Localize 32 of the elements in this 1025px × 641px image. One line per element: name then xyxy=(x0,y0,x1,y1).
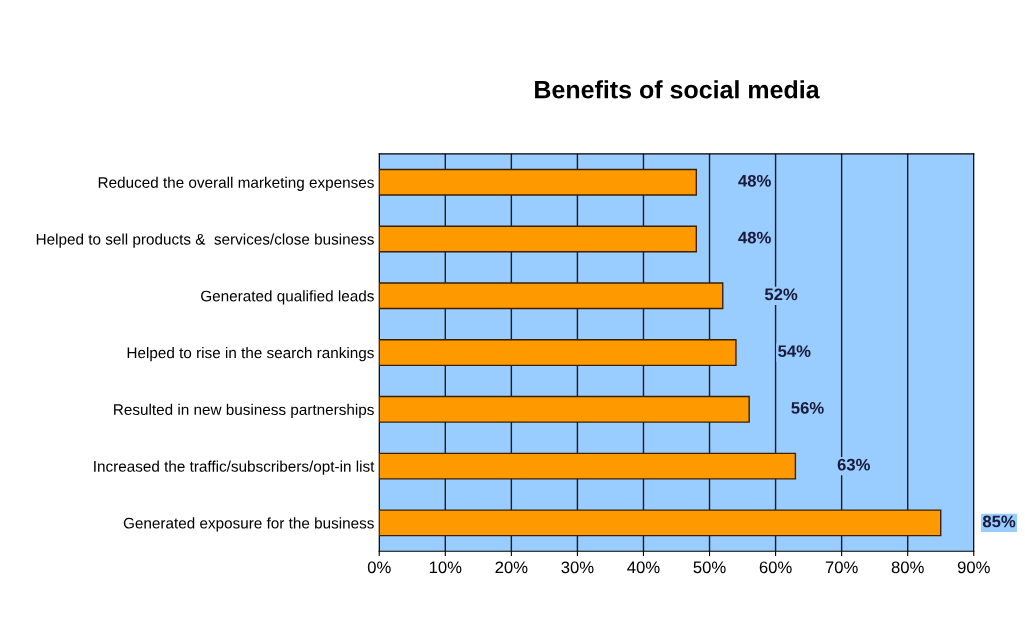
y-tick-label: Increased the traffic/subscribers/opt-in list xyxy=(94,460,375,475)
bar xyxy=(379,225,698,253)
x-tick-label: 90% xyxy=(957,561,990,574)
data-label: 56% xyxy=(791,402,824,414)
bar xyxy=(379,168,698,196)
bar xyxy=(379,339,737,367)
x-tick-label: 20% xyxy=(495,561,528,574)
x-tick-label: 80% xyxy=(891,561,924,574)
x-tick-label: 70% xyxy=(825,561,858,574)
bar xyxy=(379,452,797,480)
data-label: 48% xyxy=(738,174,771,187)
y-tick-label: Helped to rise in the search rankings xyxy=(127,347,374,362)
chart-title: Benefits of social media xyxy=(535,80,820,99)
x-tick-label: 30% xyxy=(561,561,594,574)
x-tick-label: 0% xyxy=(367,561,391,574)
bar xyxy=(379,282,724,310)
data-label: 63% xyxy=(837,458,870,471)
data-label: 54% xyxy=(778,345,811,358)
x-tick-label: 60% xyxy=(759,561,792,574)
bar xyxy=(379,509,942,537)
bar xyxy=(379,395,750,423)
y-tick-label: Generated qualified leads xyxy=(201,290,374,305)
y-tick-label: Generated exposure for the business xyxy=(123,517,374,532)
x-tick-label: 50% xyxy=(693,561,726,574)
y-tick-label: Reduced the overall marketing expenses xyxy=(98,176,374,191)
x-tick-label: 40% xyxy=(627,561,660,574)
y-tick-label: Helped to sell products & services/close business xyxy=(36,233,374,248)
data-label: 52% xyxy=(764,288,798,301)
x-tick-label: 10% xyxy=(429,561,462,574)
y-tick-label: Resulted in new business partnerships xyxy=(114,403,374,419)
data-label: 48% xyxy=(738,231,771,244)
data-label: 85% xyxy=(982,515,1016,528)
